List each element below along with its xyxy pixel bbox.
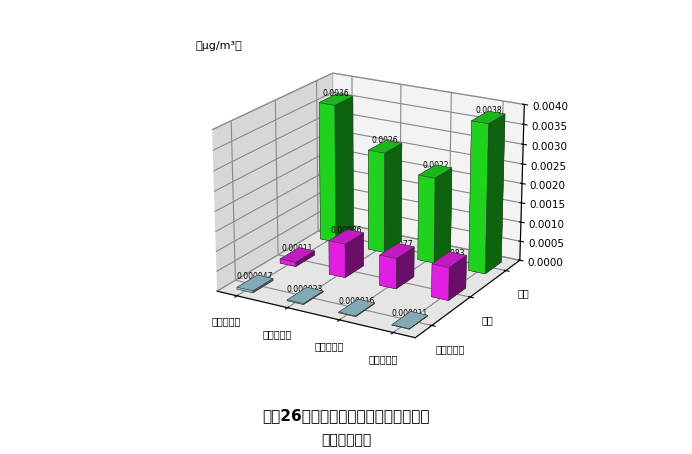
- Text: 平成26年度有害大気汚染物質年平均値: 平成26年度有害大気汚染物質年平均値: [262, 408, 430, 423]
- Text: （μg/m³）: （μg/m³）: [195, 41, 242, 51]
- Text: （金属類２）: （金属類２）: [321, 433, 371, 447]
